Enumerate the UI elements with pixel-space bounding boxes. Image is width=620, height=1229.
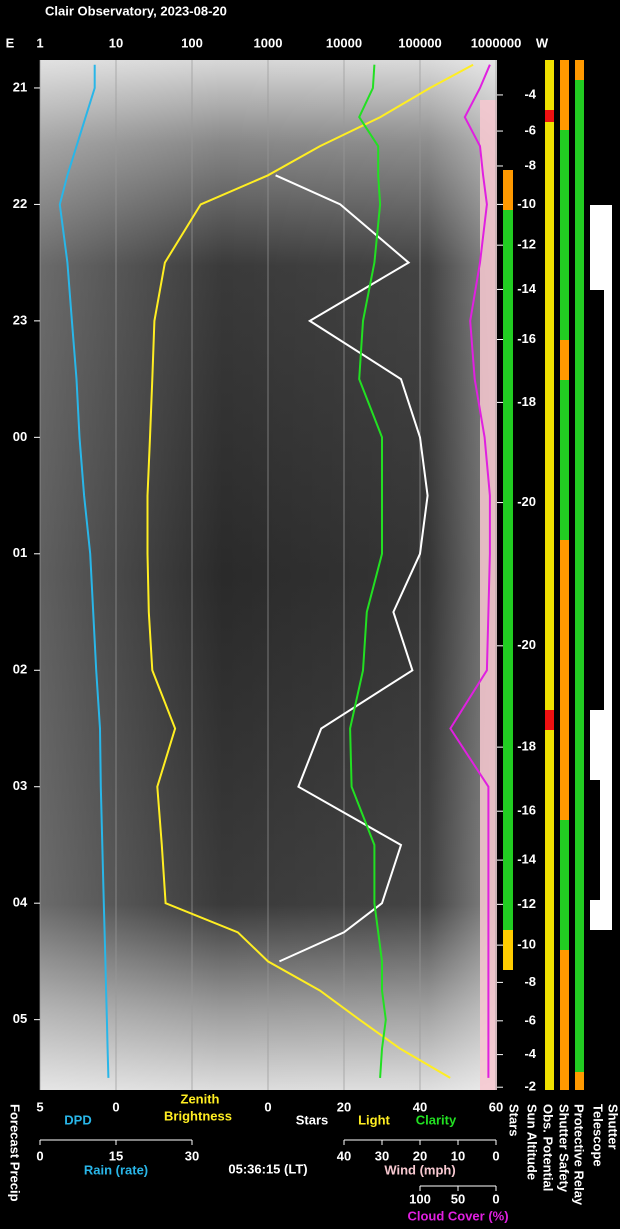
stars-strip-part (503, 930, 513, 970)
side-label: Telescope (591, 1104, 606, 1167)
sun-altitude-label: -4 (524, 1046, 536, 1061)
axis-tick-label: 20 (413, 1148, 427, 1163)
status-strips (503, 60, 612, 1090)
sun-altitude-label: -12 (517, 237, 536, 252)
y-tick-label: 22 (13, 196, 27, 211)
shutter-safety-part (560, 60, 569, 130)
side-label: Shutter Safety (557, 1104, 572, 1193)
y-tick-label: 02 (13, 662, 27, 677)
axis-tick-label: 0 (36, 1148, 43, 1163)
rain-label: Rain (rate) (84, 1162, 148, 1177)
sun-altitude-label: -16 (517, 803, 536, 818)
east-label: E (6, 35, 15, 50)
side-label: Stars (507, 1104, 522, 1137)
x-tick-label: 1000000 (471, 35, 522, 50)
obs-potential-part (545, 710, 554, 730)
axis-tick-label: 15 (109, 1148, 123, 1163)
y-tick-label: 21 (13, 79, 27, 94)
axis-tick-label: 40 (413, 1099, 427, 1114)
sun-altitude-label: -12 (517, 896, 536, 911)
axis-tick-label: 0 (264, 1099, 271, 1114)
shutter-safety-part (560, 340, 569, 380)
y-tick-label: 01 (13, 545, 27, 560)
x-tick-label: 1 (36, 35, 43, 50)
y-tick-label: 04 (13, 895, 28, 910)
axis-tick-label: 50 (451, 1191, 465, 1206)
stars-label: Stars (296, 1112, 329, 1127)
side-label: Sun Altitude (525, 1104, 540, 1180)
x-tick-label: 10000 (326, 35, 362, 50)
obs-potential-part (545, 110, 554, 122)
x-tick-label: 10 (109, 35, 123, 50)
axis-tick-label: 60 (489, 1099, 503, 1114)
sun-altitude-label: -2 (524, 1079, 536, 1094)
axis-tick-label: 30 (185, 1148, 199, 1163)
sun-altitude-label: -6 (524, 122, 536, 137)
obs-potential-strip (545, 60, 554, 1090)
side-label: Obs. Potential (541, 1104, 556, 1191)
sun-altitude-label: -18 (517, 739, 536, 754)
protective-relay-part (575, 60, 584, 80)
cloud-label: Cloud Cover (%) (407, 1208, 508, 1223)
x-tick-label: 1000 (254, 35, 283, 50)
dpd-label: DPD (64, 1112, 91, 1127)
sun-altitude-label: -16 (517, 331, 536, 346)
clarity-label: Clarity (416, 1112, 457, 1127)
stars-strip-part (503, 170, 513, 210)
sun-altitude-label: -8 (524, 157, 536, 172)
sun-altitude-label: -20 (517, 637, 536, 652)
shutter-safety-part (560, 950, 569, 1090)
protective-relay-strip (575, 60, 584, 1090)
wind-label: Wind (mph) (384, 1162, 455, 1177)
series-line (146, 63, 474, 1079)
time-label: 05:36:15 (LT) (228, 1161, 307, 1176)
axis-tick-label: 5 (36, 1099, 43, 1114)
west-label: W (536, 35, 549, 50)
axis-tick-label: 40 (337, 1148, 351, 1163)
series-line (449, 64, 491, 1078)
side-label: Protective Relay (572, 1104, 587, 1206)
axis-tick-label: 100 (409, 1191, 431, 1206)
side-label: Forecast Precip (8, 1104, 23, 1202)
x-tick-label: 100000 (398, 35, 441, 50)
zenith-label: Brightness (164, 1108, 232, 1123)
chart-title: Clair Observatory, 2023-08-20 (45, 3, 227, 18)
shutter-safety-part (560, 540, 569, 820)
stars-strip (503, 170, 513, 970)
sun-altitude-label: -10 (517, 196, 536, 211)
axis-tick-label: 0 (492, 1191, 499, 1206)
sun-altitude-label: -10 (517, 937, 536, 952)
sun-altitude-label: -14 (517, 852, 537, 867)
y-tick-label: 00 (13, 429, 27, 444)
y-tick-label: 05 (13, 1011, 27, 1026)
sun-altitude-label: -6 (524, 1012, 536, 1027)
axis-tick-label: 10 (451, 1148, 465, 1163)
axis-tick-label: 0 (492, 1148, 499, 1163)
side-label: Shutter (606, 1104, 620, 1150)
sun-altitude-label: -14 (517, 281, 537, 296)
telescope-shutter-gap (590, 290, 604, 710)
sun-altitude-label: -4 (524, 86, 536, 101)
series-line (349, 64, 387, 1078)
y-tick-label: 23 (13, 312, 27, 327)
axis-tick-label: 30 (375, 1148, 389, 1163)
sun-altitude-label: -20 (517, 494, 536, 509)
light-label: Light (358, 1112, 390, 1127)
sun-altitude-label: -8 (524, 974, 536, 989)
axis-tick-label: 0 (112, 1099, 119, 1114)
series-line (58, 64, 110, 1078)
protective-relay-part (575, 1072, 584, 1090)
y-tick-label: 03 (13, 778, 27, 793)
sun-altitude-label: -18 (517, 394, 536, 409)
zenith-label: Zenith (181, 1091, 220, 1106)
x-tick-label: 100 (181, 35, 203, 50)
series-line (275, 174, 429, 963)
telescope-shutter-gap (590, 780, 600, 900)
axis-tick-label: 20 (337, 1099, 351, 1114)
